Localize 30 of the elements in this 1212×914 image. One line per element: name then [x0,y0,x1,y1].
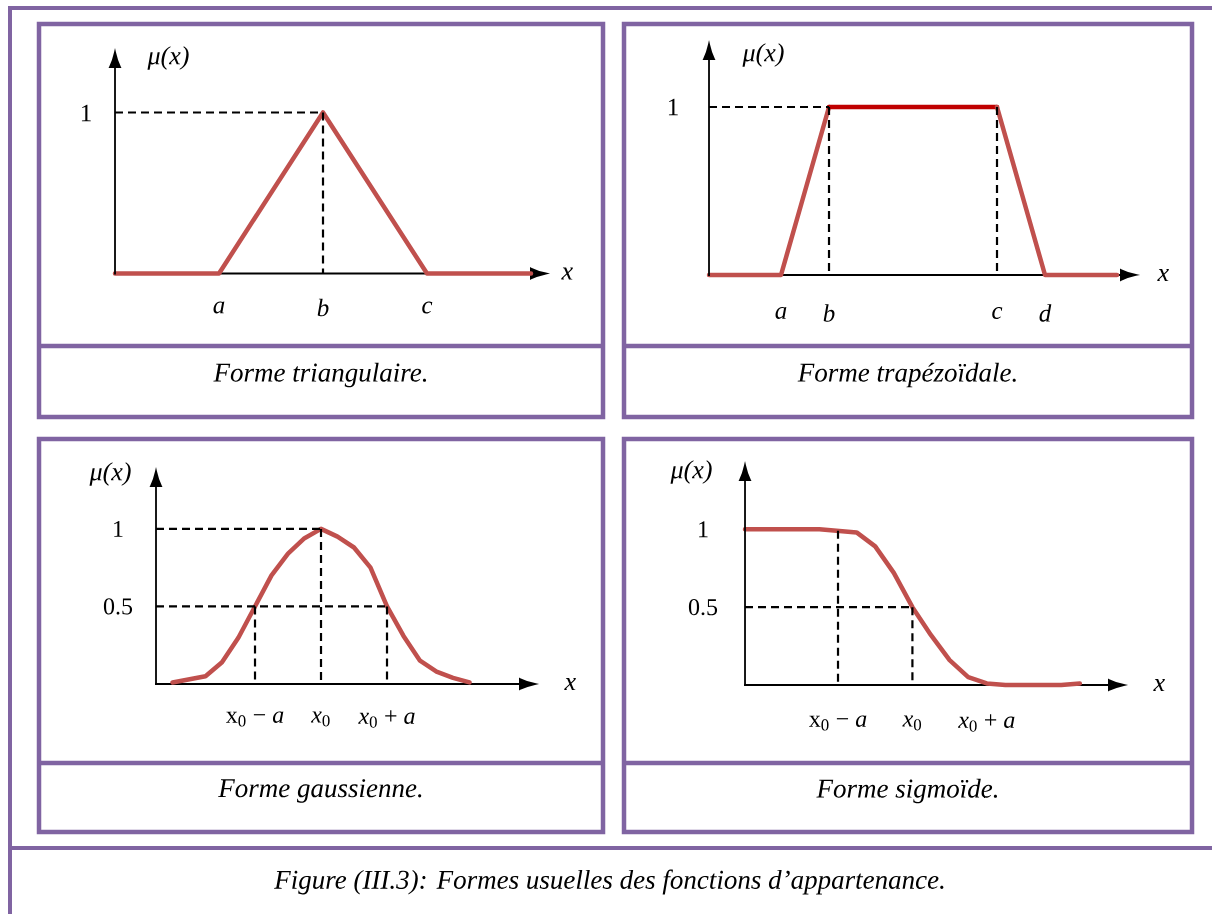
text: Forme gaussienne. [218,779,422,803]
x-tick-label: x$_{0}$ [902,715,922,731]
x-tick-label: a [213,301,225,314]
y-axis-title: μ(x) [147,46,189,70]
text: Figure (III.3): Formes usuelles des fonctions d’appartenance. [274,869,944,895]
x-axis-title: x [564,678,576,690]
text: 1 [668,98,678,116]
x-axis-title: x [1157,269,1169,281]
x-tick-label: a [775,306,787,319]
x-tick-label: b [823,304,835,322]
y-tick-label: 0.5 [688,598,718,616]
x-tick-label: x$_{0}$ + a [957,714,1015,732]
x-axis-title: x [1153,679,1165,691]
y-axis-title: μ(x) [670,460,712,484]
text: Forme sigmoïde. [816,778,998,804]
x-tick-label: c [992,306,1003,320]
y-axis-title: μ(x) [742,43,784,67]
text: Forme trapézoïdale. [797,362,1016,388]
y-axis-title: μ(x) [89,462,131,486]
x-tick-label: x$_{0}$ − a [809,715,867,731]
text: Forme triangulaire. [213,362,427,388]
x-axis-title: x [561,267,573,280]
x-tick-label: c [422,301,433,314]
x-tick-label: x$_{0}$ + a [358,710,415,728]
text: 1 [81,104,91,122]
x-tick-label: x$_{0}$ [310,711,330,727]
x-tick-label: d [1039,304,1052,322]
x-tick-label: x$_{0}$ − a [225,711,284,727]
x-tick-label: b [317,298,329,317]
y-tick-label: 0.5 [103,598,133,615]
